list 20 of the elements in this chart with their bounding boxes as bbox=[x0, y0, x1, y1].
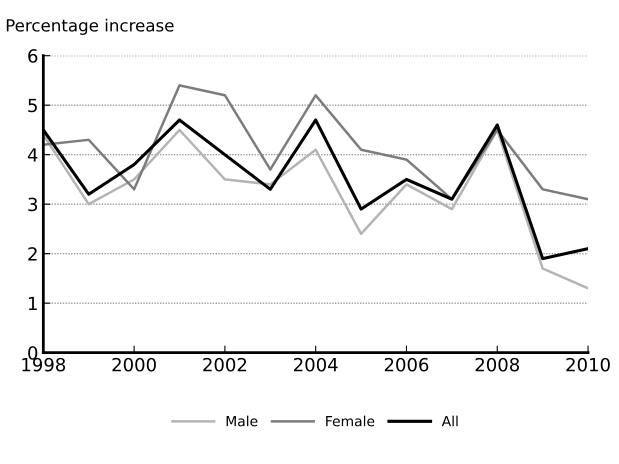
y-tick-label: 3 bbox=[28, 198, 38, 212]
line-series bbox=[43, 84, 588, 200]
x-tick-label: 2010 bbox=[566, 358, 610, 372]
x-tick-label: 2002 bbox=[203, 358, 246, 372]
x-tick-label: 1998 bbox=[22, 358, 66, 372]
line-series bbox=[43, 128, 588, 290]
y-tick-label: 5 bbox=[28, 98, 37, 112]
y-axis-title: Percentage increase bbox=[6, 18, 174, 35]
x-tick-label: 2008 bbox=[476, 358, 519, 372]
legend-label: Male bbox=[226, 416, 258, 426]
x-tick-label: 2000 bbox=[112, 358, 156, 372]
y-tick-label: 6 bbox=[28, 49, 38, 63]
y-tick-label: 2 bbox=[28, 247, 37, 261]
y-tick-label: 4 bbox=[28, 148, 38, 162]
x-tick-label: 2004 bbox=[294, 358, 338, 372]
legend-label: All bbox=[442, 416, 458, 426]
x-tick-label: 2006 bbox=[384, 358, 428, 372]
y-tick-label: 0 bbox=[28, 346, 38, 360]
y-tick-label: 1 bbox=[28, 296, 37, 310]
legend-label: Female bbox=[326, 416, 374, 426]
